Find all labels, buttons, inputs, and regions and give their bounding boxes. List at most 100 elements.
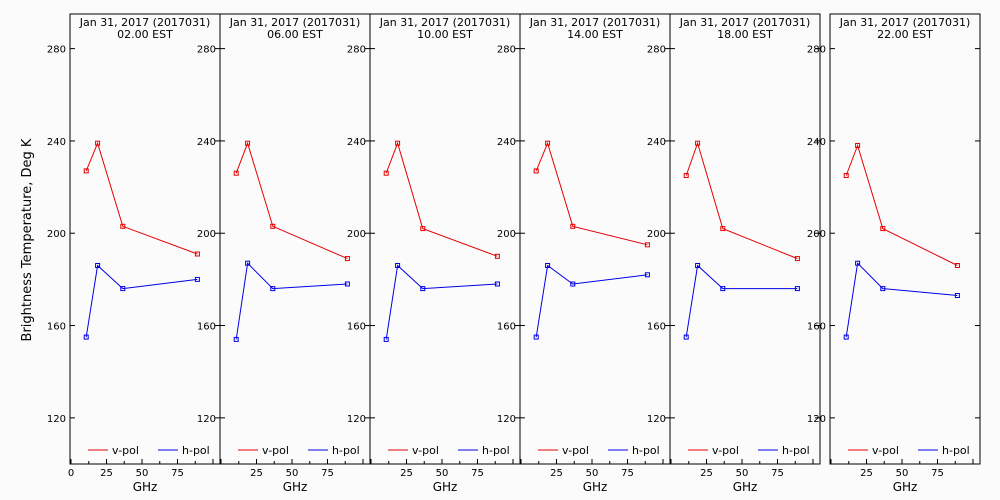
y-tick-label: 160 [497, 322, 516, 333]
y-tick-label: 200 [497, 229, 516, 240]
x-tick-label: 25 [700, 468, 713, 479]
data-point-v-pol [395, 140, 401, 146]
series-line-h-pol [685, 264, 798, 338]
data-point-h-pol [395, 263, 401, 268]
data-point-h-pol [880, 286, 886, 292]
panels-group: Jan 31, 2017 (2017031) 02.00 EST 120 160 200… [47, 13, 981, 494]
y-tick-label: 200 [197, 229, 216, 240]
data-point-h-pol [344, 281, 350, 287]
y-tick-label: 240 [647, 137, 666, 148]
data-point-v-pol [95, 140, 101, 146]
x-axis-label: GHz [583, 480, 608, 494]
legend-label-v-pol: v-pol [872, 444, 899, 457]
data-point-v-pol [194, 251, 200, 257]
y-tick-label: 280 [497, 45, 516, 56]
panel-subtitle: 02.00 EST [117, 28, 173, 41]
data-point-v-pol [494, 253, 500, 259]
data-point-h-pol [794, 286, 800, 292]
data-point-h-pol [545, 263, 551, 268]
series-line-h-pol [85, 264, 198, 338]
y-tick-label: 240 [807, 137, 826, 148]
x-tick-label: 50 [436, 468, 449, 479]
series-line-v-pol [535, 141, 648, 246]
y-tick-label: 160 [347, 322, 366, 333]
panel-subtitle: 18.00 EST [717, 28, 773, 41]
panel-title: Jan 31, 2017 (2017031) [229, 16, 361, 29]
data-point-h-pol [855, 260, 861, 266]
data-point-h-pol [695, 263, 701, 268]
panel-frame [829, 13, 981, 465]
data-point-v-pol [695, 140, 701, 146]
data-point-v-pol [794, 256, 800, 262]
data-point-h-pol [954, 293, 960, 298]
data-point-h-pol [83, 334, 89, 340]
y-tick-label: 160 [807, 322, 826, 333]
data-point-h-pol [494, 281, 500, 287]
data-point-h-pol [843, 334, 849, 340]
data-point-h-pol [383, 336, 389, 342]
data-point-h-pol [644, 272, 650, 278]
data-point-v-pol [644, 242, 650, 248]
x-tick-label: 25 [250, 468, 263, 479]
x-axis-label: GHz [283, 480, 308, 494]
panel-2: Jan 31, 2017 (2017031)06.00 EST 120 160 200… [197, 13, 371, 494]
y-tick-label: 160 [47, 322, 66, 333]
x-tick-label: 50 [136, 468, 149, 479]
y-tick-label: 240 [47, 137, 66, 148]
x-tick-label: 50 [736, 468, 749, 479]
x-tick-label: 25 [550, 468, 563, 479]
x-tick-label: 75 [321, 468, 334, 479]
legend-label-v-pol: v-pol [562, 444, 589, 457]
x-tick-label: 25 [860, 468, 873, 479]
panel-subtitle: 10.00 EST [417, 28, 473, 41]
data-point-v-pol [570, 223, 576, 229]
data-point-h-pol [95, 263, 101, 268]
y-tick-label: 200 [647, 229, 666, 240]
series-line-h-pol [535, 264, 648, 338]
series-line-v-pol [385, 141, 498, 257]
y-tick-label: 120 [347, 414, 366, 425]
panel-title: Jan 31, 2017 (2017031) [839, 16, 971, 29]
panel-subtitle: 14.00 EST [567, 28, 623, 41]
data-point-v-pol [233, 170, 239, 176]
y-tick-label: 120 [497, 414, 516, 425]
x-tick-label: 50 [586, 468, 599, 479]
y-tick-label: 240 [497, 137, 516, 148]
series-line-h-pol [845, 262, 958, 338]
x-axis-label: GHz [133, 480, 158, 494]
y-axis-label: Brightness Temperature, Deg K [20, 138, 35, 341]
y-tick-label: 200 [807, 229, 826, 240]
data-point-h-pol [570, 281, 576, 287]
data-point-h-pol [533, 334, 539, 340]
y-tick-label: 240 [197, 137, 216, 148]
data-point-v-pol [383, 170, 389, 176]
y-tick-label: 200 [47, 229, 66, 240]
legend-label-h-pol: h-pol [942, 444, 970, 457]
data-point-h-pol [720, 286, 726, 292]
data-point-v-pol [270, 223, 276, 229]
data-point-h-pol [194, 276, 200, 282]
data-point-v-pol [683, 173, 689, 178]
x-axis-label: GHz [433, 480, 458, 494]
y-tick-label: 280 [807, 45, 826, 56]
legend-label-h-pol: h-pol [482, 444, 510, 457]
x-tick-label: 75 [471, 468, 484, 479]
legend-label-v-pol: v-pol [712, 444, 739, 457]
data-point-v-pol [843, 173, 849, 178]
y-tick-label: 120 [647, 414, 666, 425]
series-line-h-pol [385, 264, 498, 340]
x-tick-label: 25 [400, 468, 413, 479]
series-line-v-pol [235, 141, 348, 260]
y-tick-label: 160 [647, 322, 666, 333]
data-point-h-pol [270, 286, 276, 292]
y-tick-label: 280 [347, 45, 366, 56]
series-line-v-pol [685, 141, 798, 260]
data-point-v-pol [545, 140, 551, 146]
panel-5: Jan 31, 2017 (2017031)18.00 EST 120 160 200… [647, 13, 821, 494]
data-point-v-pol [344, 256, 350, 262]
panel-3: Jan 31, 2017 (2017031)10.00 EST 120 160 200… [347, 13, 521, 494]
x-tick-label: 25 [100, 468, 113, 479]
legend-label-v-pol: v-pol [412, 444, 439, 457]
panel-title: Jan 31, 2017 (2017031) [379, 16, 511, 29]
panel-subtitle: 06.00 EST [267, 28, 323, 41]
